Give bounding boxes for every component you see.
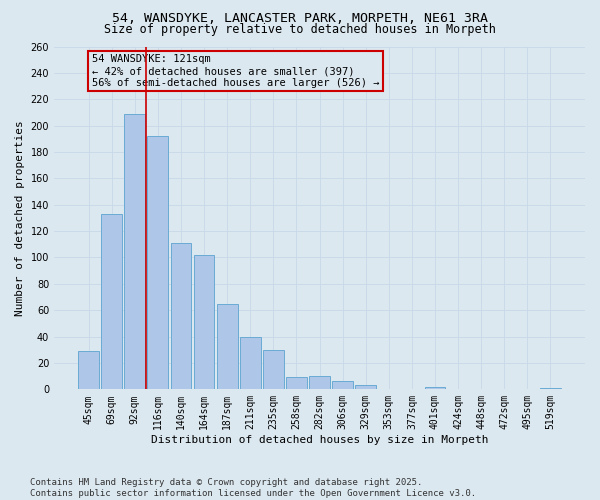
- Bar: [540, 388, 561, 390]
- Bar: [425, 386, 445, 390]
- Bar: [355, 386, 376, 390]
- Text: Contains HM Land Registry data © Crown copyright and database right 2025.
Contai: Contains HM Land Registry data © Crown c…: [30, 478, 476, 498]
- X-axis label: Distribution of detached houses by size in Morpeth: Distribution of detached houses by size …: [151, 435, 488, 445]
- Bar: [332, 382, 353, 390]
- Text: Size of property relative to detached houses in Morpeth: Size of property relative to detached ho…: [104, 22, 496, 36]
- Bar: [170, 243, 191, 390]
- Bar: [309, 376, 330, 390]
- Bar: [78, 351, 99, 390]
- Text: 54 WANSDYKE: 121sqm
← 42% of detached houses are smaller (397)
56% of semi-detac: 54 WANSDYKE: 121sqm ← 42% of detached ho…: [92, 54, 380, 88]
- Bar: [240, 336, 260, 390]
- Bar: [263, 350, 284, 390]
- Bar: [217, 304, 238, 390]
- Bar: [286, 378, 307, 390]
- Text: 54, WANSDYKE, LANCASTER PARK, MORPETH, NE61 3RA: 54, WANSDYKE, LANCASTER PARK, MORPETH, N…: [112, 12, 488, 26]
- Bar: [124, 114, 145, 390]
- Bar: [148, 136, 168, 390]
- Bar: [194, 255, 214, 390]
- Bar: [101, 214, 122, 390]
- Y-axis label: Number of detached properties: Number of detached properties: [15, 120, 25, 316]
